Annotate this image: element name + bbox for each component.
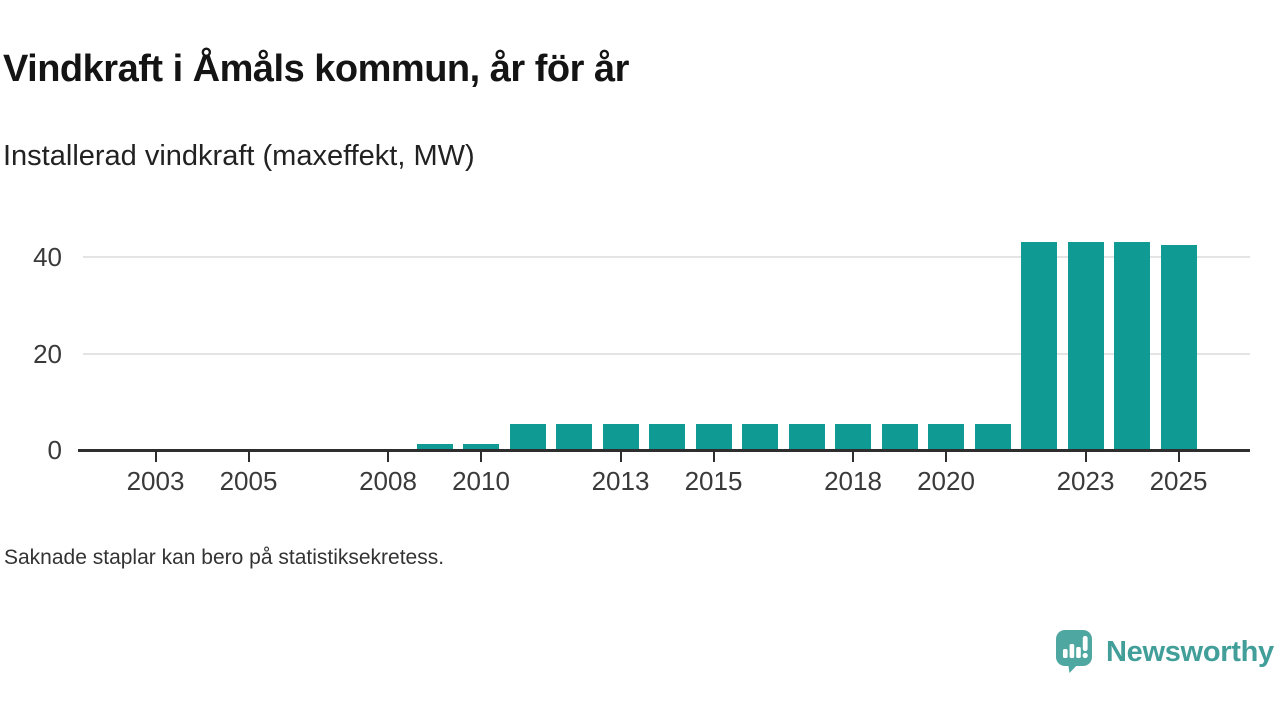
x-axis-tick-2010 bbox=[480, 451, 482, 462]
x-axis-tick-2015 bbox=[712, 451, 715, 462]
newsworthy-logo-icon bbox=[1056, 630, 1092, 673]
x-axis-label-2015: 2015 bbox=[684, 466, 743, 496]
bar-2019 bbox=[881, 423, 918, 450]
chart-footnote: Saknade staplar kan bero på statistiksek… bbox=[4, 546, 445, 569]
bar-2024 bbox=[1114, 242, 1150, 450]
chart-title: Vindkraft i Åmåls kommun, år för år bbox=[3, 48, 629, 90]
bar-2012 bbox=[556, 423, 592, 450]
y-axis-label-20: 20 bbox=[33, 338, 62, 369]
bar-2010 bbox=[463, 443, 499, 450]
bar-2016 bbox=[742, 423, 778, 450]
bar-2023 bbox=[1067, 242, 1104, 450]
x-axis-label-2025: 2025 bbox=[1149, 466, 1208, 496]
gridline-40 bbox=[83, 256, 1250, 258]
bar-2018 bbox=[835, 423, 871, 450]
x-axis-tick-2013 bbox=[619, 451, 622, 462]
bar-2014 bbox=[649, 423, 685, 450]
chart-subtitle: Installerad vindkraft (maxeffekt, MW) bbox=[3, 140, 475, 172]
x-axis-label-2003: 2003 bbox=[126, 466, 185, 496]
x-axis-tick-2025 bbox=[1177, 451, 1180, 462]
y-axis-label-0: 0 bbox=[47, 435, 62, 465]
x-axis-tick-2018 bbox=[852, 451, 854, 462]
x-axis-label-2018: 2018 bbox=[824, 466, 882, 496]
x-axis-label-2013: 2013 bbox=[591, 466, 650, 496]
bar-2021 bbox=[974, 423, 1011, 450]
bar-2011 bbox=[509, 423, 546, 450]
x-axis-label-2008: 2008 bbox=[359, 466, 417, 496]
bar-2020 bbox=[928, 423, 964, 450]
x-axis-label-2005: 2005 bbox=[219, 466, 278, 496]
newsworthy-branding: Newsworthy bbox=[1055, 629, 1280, 675]
bar-2015 bbox=[695, 423, 732, 450]
bar-2017 bbox=[788, 423, 825, 450]
x-axis-label-2010: 2010 bbox=[452, 466, 510, 496]
bar-2013 bbox=[602, 423, 639, 450]
bar-2009 bbox=[416, 443, 453, 450]
x-axis-tick-2003 bbox=[154, 451, 157, 462]
x-axis-tick-2005 bbox=[247, 451, 250, 462]
gridline-20 bbox=[83, 352, 1250, 355]
x-axis-tick-2008 bbox=[387, 451, 389, 462]
bar-2022 bbox=[1021, 242, 1057, 450]
x-axis-line bbox=[78, 448, 1250, 452]
bar-2025 bbox=[1160, 244, 1197, 450]
y-axis-label-40: 40 bbox=[33, 242, 62, 272]
x-axis-label-2023: 2023 bbox=[1056, 466, 1115, 496]
newsworthy-logo-text: Newsworthy bbox=[1106, 635, 1274, 668]
x-axis-tick-2020 bbox=[945, 451, 947, 462]
x-axis-label-2020: 2020 bbox=[917, 466, 975, 496]
x-axis-tick-2023 bbox=[1084, 451, 1087, 462]
